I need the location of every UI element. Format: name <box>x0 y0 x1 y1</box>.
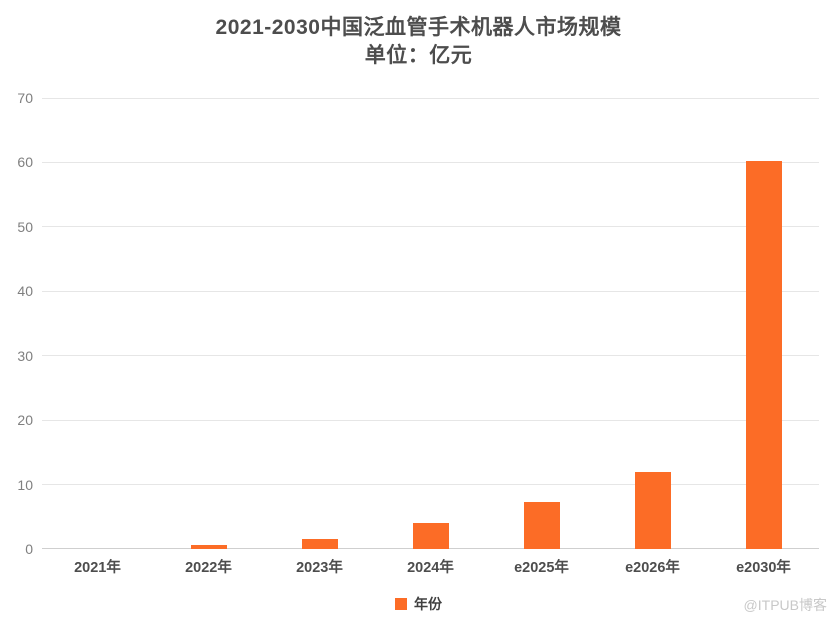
bar-e2026年 <box>634 472 671 549</box>
y-axis-tick-20: 20 <box>17 412 33 429</box>
x-axis-labels: 2021年 2022年 2023年 2024年 e2025年 e2026年 e2030年 <box>42 556 819 576</box>
x-axis-label-2023年: 2023年 <box>296 560 343 576</box>
x-axis-label-e2030年: e2030年 <box>736 560 791 576</box>
gridline-40 <box>42 290 819 292</box>
gridline-60 <box>42 161 819 163</box>
x-axis-label-2021年: 2021年 <box>74 560 121 576</box>
gridline-30 <box>42 355 819 357</box>
plot-area: 0 10 20 30 40 50 60 70 <box>17 90 819 557</box>
x-axis-label-e2025年: e2025年 <box>514 560 569 576</box>
y-axis-tick-30: 30 <box>17 347 33 364</box>
y-axis-tick-70: 70 <box>17 90 33 106</box>
bar-2024年 <box>412 523 449 549</box>
legend: 年份 <box>0 594 837 614</box>
chart-title: 2021-2030中国泛血管手术机器人市场规模 <box>215 16 622 39</box>
y-axis-tick-50: 50 <box>17 218 33 235</box>
y-axis-tick-10: 10 <box>17 476 33 493</box>
watermark: @ITPUB博客 <box>743 597 827 613</box>
bar-e2025年 <box>523 502 560 549</box>
x-axis-label-e2026年: e2026年 <box>625 560 680 576</box>
gridline-70 <box>42 97 819 99</box>
legend-color-swatch <box>395 598 407 610</box>
y-axis-tick-60: 60 <box>17 154 33 171</box>
gridline-10 <box>42 484 819 486</box>
bar-e2030年 <box>745 161 782 549</box>
chart-subtitle-unit: 单位：亿元 <box>364 44 473 67</box>
chart-title-block: 2021-2030中国泛血管手术机器人市场规模 单位：亿元 <box>0 14 837 70</box>
y-axis-tick-0: 0 <box>25 541 33 557</box>
gridline-50 <box>42 226 819 228</box>
gridline-20 <box>42 419 819 421</box>
x-axis-label-2024年: 2024年 <box>407 560 454 576</box>
legend-label: 年份 <box>414 596 442 612</box>
bar-2022年 <box>190 545 227 549</box>
bar-2023年 <box>301 539 338 549</box>
y-axis-tick-40: 40 <box>17 283 33 300</box>
x-axis-label-2022年: 2022年 <box>185 560 232 576</box>
